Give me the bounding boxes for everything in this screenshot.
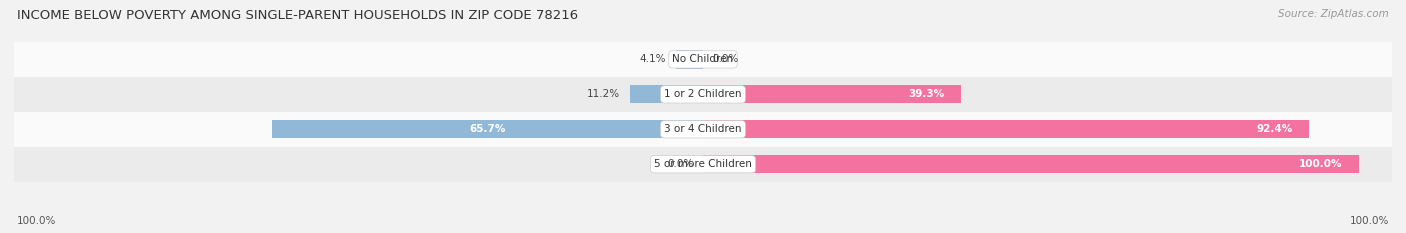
Text: 0.0%: 0.0%	[713, 55, 740, 64]
Bar	[703, 120, 1309, 138]
Bar	[676, 50, 703, 69]
Text: No Children: No Children	[672, 55, 734, 64]
Text: 92.4%: 92.4%	[1257, 124, 1294, 134]
Text: 1 or 2 Children: 1 or 2 Children	[664, 89, 742, 99]
Text: 11.2%: 11.2%	[586, 89, 620, 99]
Text: 5 or more Children: 5 or more Children	[654, 159, 752, 169]
Text: 3 or 4 Children: 3 or 4 Children	[664, 124, 742, 134]
Text: 0.0%: 0.0%	[666, 159, 693, 169]
Bar	[703, 155, 1360, 173]
Text: 100.0%: 100.0%	[1299, 159, 1343, 169]
Text: 100.0%: 100.0%	[1350, 216, 1389, 226]
Text: 39.3%: 39.3%	[908, 89, 945, 99]
Bar	[14, 77, 1392, 112]
Text: 100.0%: 100.0%	[17, 216, 56, 226]
Bar	[14, 112, 1392, 147]
Text: 4.1%: 4.1%	[640, 55, 666, 64]
Bar	[630, 85, 703, 103]
Bar	[271, 120, 703, 138]
Bar	[14, 147, 1392, 182]
Bar	[14, 42, 1392, 77]
Text: INCOME BELOW POVERTY AMONG SINGLE-PARENT HOUSEHOLDS IN ZIP CODE 78216: INCOME BELOW POVERTY AMONG SINGLE-PARENT…	[17, 9, 578, 22]
Text: 65.7%: 65.7%	[470, 124, 506, 134]
Bar	[703, 85, 960, 103]
Text: Source: ZipAtlas.com: Source: ZipAtlas.com	[1278, 9, 1389, 19]
